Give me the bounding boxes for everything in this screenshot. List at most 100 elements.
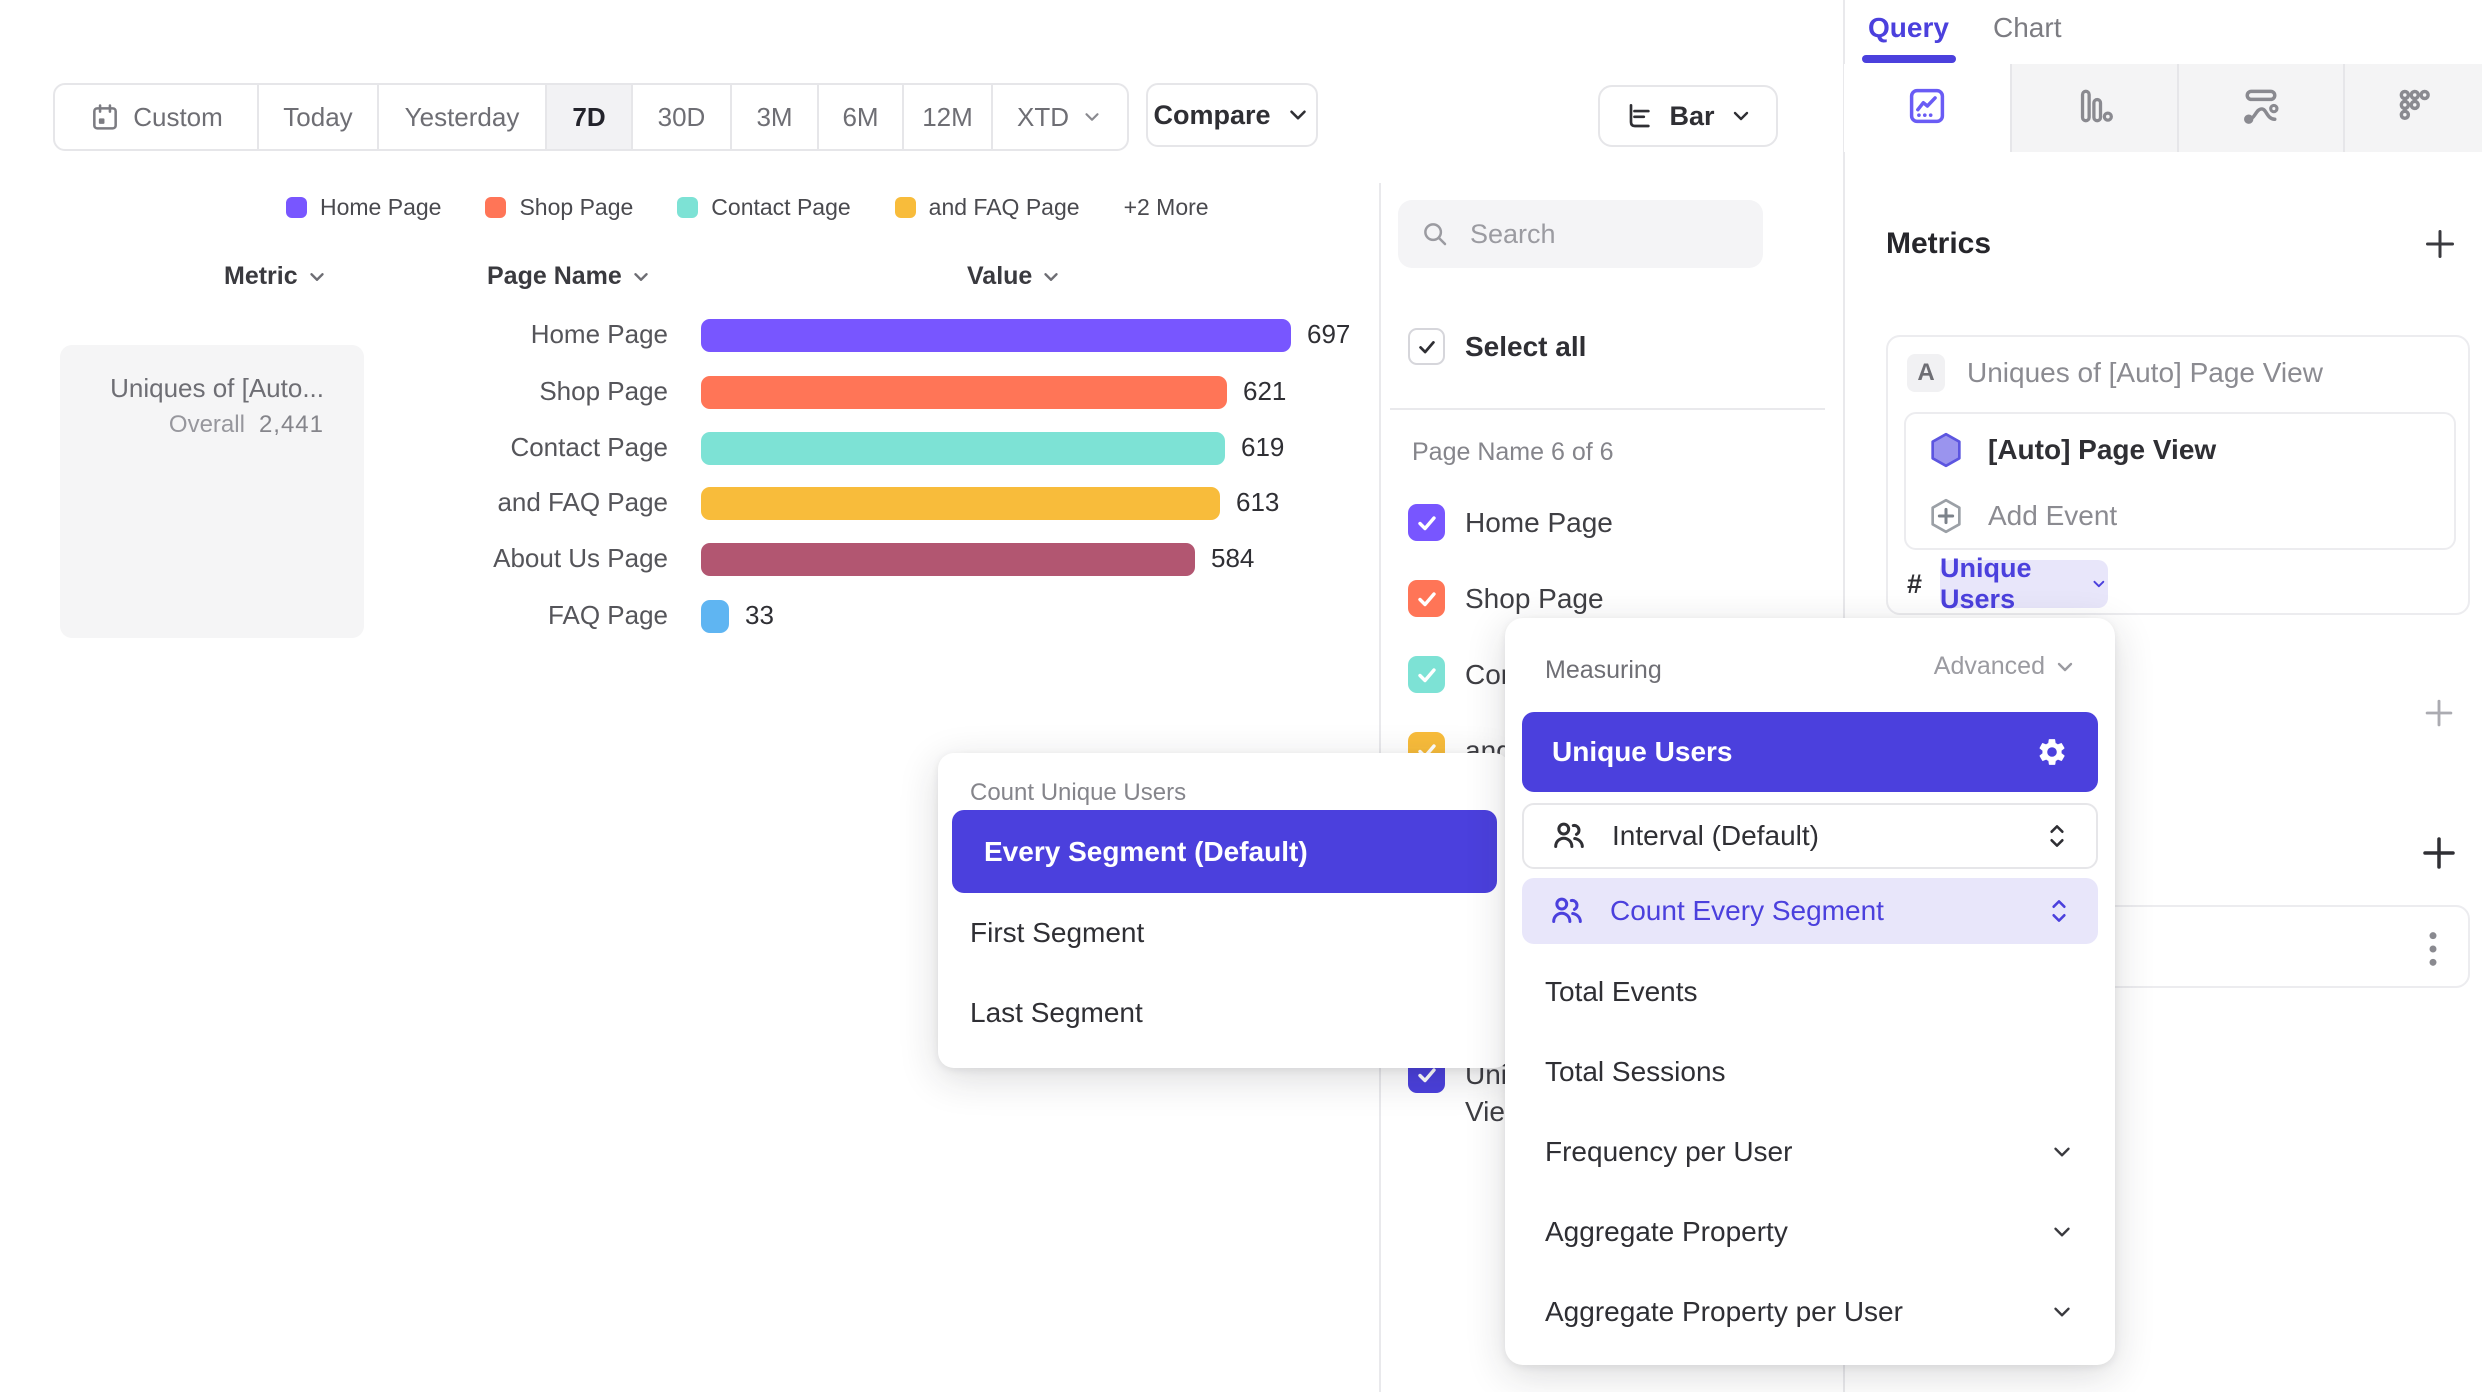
measure-selector-pill[interactable]: Unique Users (1940, 553, 2109, 614)
bar-about-us-page[interactable] (701, 542, 1195, 576)
event-row[interactable]: [Auto] Page View (1926, 430, 2216, 470)
chart-type-tab-insights[interactable] (1844, 64, 2010, 152)
date-range-label: Custom (133, 101, 223, 132)
control-label: Count Every Segment (1610, 895, 1884, 926)
chevron-down-icon (2054, 1147, 2070, 1157)
date-range-label: Today (283, 101, 353, 132)
date-range-today[interactable]: Today (257, 85, 377, 149)
legend-label: Shop Page (519, 194, 634, 220)
select-all-row[interactable]: Select all (1408, 328, 1586, 365)
metric-letter-badge: A (1907, 354, 1945, 392)
option-label: Aggregate Property (1545, 1216, 1788, 1247)
compare-button[interactable]: Compare (1146, 83, 1318, 147)
bar-value: 619 (1241, 432, 1285, 462)
date-range-yesterday[interactable]: Yesterday (377, 85, 545, 149)
tab-query[interactable]: Query (1868, 12, 1949, 43)
date-range-label: 6M (842, 101, 879, 132)
metric-summary-card[interactable]: Uniques of [Auto... Overall 2,441 (60, 345, 364, 638)
select-all-checkbox[interactable] (1408, 328, 1445, 365)
flows-icon (2239, 84, 2283, 133)
chart-type-tab-bar-chart[interactable] (2010, 64, 2177, 152)
segment-checkbox[interactable] (1408, 656, 1445, 693)
add-event-row[interactable]: Add Event (1926, 496, 2117, 536)
column-header-label: Value (967, 262, 1033, 290)
segment-search[interactable] (1398, 200, 1763, 268)
option-label: Total Events (1545, 976, 1698, 1007)
legend-item[interactable]: Shop Page (485, 194, 633, 221)
kebab-menu-icon[interactable] (2426, 929, 2440, 974)
measuring-menu: Measuring Advanced Unique Users Interval… (1505, 618, 2115, 1365)
metric-card-header[interactable]: A Uniques of [Auto] Page View (1907, 354, 2323, 392)
measuring-control-interval-default-[interactable]: Interval (Default) (1522, 803, 2098, 869)
segment-group-label: Page Name 6 of 6 (1412, 438, 1614, 466)
bar-shop-page[interactable] (701, 375, 1227, 409)
measuring-option-total-events[interactable]: Total Events (1545, 970, 2075, 1014)
segment-checkbox[interactable] (1408, 504, 1445, 541)
legend-item[interactable]: Home Page (286, 194, 441, 221)
chevron-down-icon (1044, 272, 1059, 281)
calendar-icon (93, 104, 118, 130)
tab-chart[interactable]: Chart (1993, 12, 2062, 43)
segment-panel-divider (1390, 408, 1825, 410)
date-range-7d[interactable]: 7D (545, 85, 631, 149)
segment-item-home-page[interactable]: Home Page (1408, 504, 1613, 541)
date-range-12m[interactable]: 12M (902, 85, 991, 149)
bar-row-label: FAQ Page (548, 600, 668, 630)
date-range-3m[interactable]: 3M (730, 85, 817, 149)
date-range-group: Custom Today Yesterday 7D 30D 3M 6M 12M XTD (53, 83, 1129, 151)
date-range-label: XTD (1017, 101, 1069, 132)
advanced-dropdown[interactable]: Advanced (1934, 652, 2077, 681)
event-hexagon-icon (1931, 432, 1961, 468)
legend-item[interactable]: and FAQ Page (894, 194, 1080, 221)
chart-type-tab-flows[interactable] (2177, 64, 2343, 152)
bar-faq-page[interactable] (701, 599, 729, 633)
check-icon (1418, 340, 1435, 353)
column-header-metric[interactable]: Metric (224, 262, 328, 291)
date-range-30d[interactable]: 30D (631, 85, 730, 149)
date-range-xtd[interactable]: XTD (991, 85, 1127, 149)
add-metric-button[interactable] (2420, 224, 2460, 269)
count-unique-users-menu: Count Unique Users Every Segment (Defaul… (938, 753, 1510, 1068)
column-header-page-name[interactable]: Page Name (487, 262, 652, 291)
bar-contact-page[interactable] (701, 431, 1225, 465)
bar-value: 33 (745, 600, 774, 630)
active-tab-underline (1862, 55, 1956, 63)
metrics-section-title: Metrics (1886, 227, 1992, 260)
chart-type-button[interactable]: Bar (1598, 85, 1778, 147)
measuring-option-aggregate-property-per-user[interactable]: Aggregate Property per User (1545, 1290, 2075, 1334)
legend-label: and FAQ Page (928, 194, 1080, 220)
add-filter-button[interactable] (2420, 694, 2458, 737)
measuring-selected-unique-users[interactable]: Unique Users (1522, 712, 2098, 792)
bar-chart-icon (2073, 84, 2117, 133)
bar-value: 697 (1307, 319, 1351, 349)
option-label: Total Sessions (1545, 1056, 1726, 1087)
measuring-option-frequency-per-user[interactable]: Frequency per User (1545, 1130, 2075, 1174)
legend-item[interactable]: Contact Page (677, 194, 851, 221)
bar-and-faq-page[interactable] (701, 486, 1220, 520)
measuring-control-count-every-segment[interactable]: Count Every Segment (1522, 878, 2098, 944)
gear-icon[interactable] (2036, 736, 2068, 768)
search-input[interactable] (1468, 217, 1732, 251)
segment-checkbox[interactable] (1408, 580, 1445, 617)
metric-summary-overall-value: 2,441 (258, 411, 324, 438)
segment-item-shop-page[interactable]: Shop Page (1408, 580, 1604, 617)
measuring-option-total-sessions[interactable]: Total Sessions (1545, 1050, 2075, 1094)
retention-dots-icon (2392, 84, 2436, 133)
date-range-6m[interactable]: 6M (817, 85, 902, 149)
option-label: Frequency per User (1545, 1136, 1793, 1167)
measuring-option-aggregate-property[interactable]: Aggregate Property (1545, 1210, 2075, 1254)
add-breakdown-button[interactable] (2418, 832, 2460, 879)
date-range-label: 30D (657, 101, 706, 132)
metric-summary-overall: Overall 2,441 (168, 411, 324, 438)
count-menu-item[interactable]: Last Segment (970, 997, 1143, 1028)
legend-more[interactable]: +2 More (1123, 194, 1209, 220)
date-range-custom[interactable]: Custom (55, 85, 257, 149)
count-menu-item-selected[interactable]: Every Segment (Default) (952, 810, 1497, 893)
column-header-value[interactable]: Value (967, 262, 1062, 291)
chart-type-tab-retention-dots[interactable] (2343, 64, 2482, 152)
bar-home-page[interactable] (701, 318, 1291, 352)
bar-row-label: Contact Page (510, 432, 668, 462)
count-menu-item[interactable]: First Segment (970, 917, 1145, 948)
check-icon (1417, 1067, 1436, 1082)
